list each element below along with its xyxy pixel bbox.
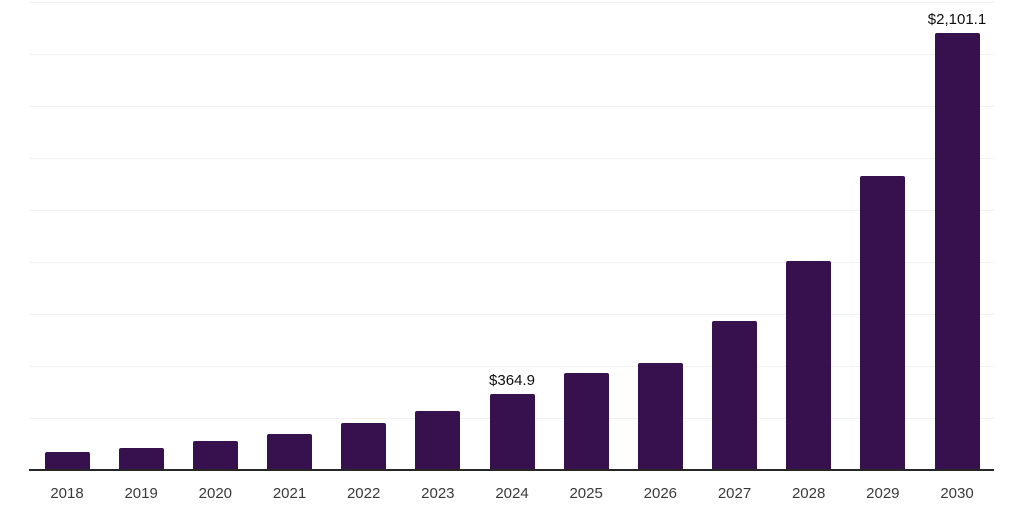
value-label-2024: $364.9	[489, 372, 535, 390]
x-axis-tick-label: 2027	[717, 485, 752, 502]
bar-2020	[192, 441, 238, 470]
plot-area: $364.9 $2,101.1	[29, 1, 994, 470]
x-axis-tick-label: 2022	[346, 485, 381, 502]
gridline	[29, 261, 994, 263]
gridline	[29, 209, 994, 211]
x-axis-tick-label: 2029	[866, 485, 900, 502]
gridline	[29, 105, 994, 107]
x-axis-line	[29, 469, 994, 471]
gridline	[29, 313, 994, 315]
bar-2023	[415, 410, 461, 470]
x-axis-tick-label: 2025	[569, 485, 603, 502]
bar-2021	[267, 434, 312, 470]
value-label-2030: $2,101.1	[927, 10, 987, 28]
x-axis-tick-label: 2019	[124, 485, 158, 502]
bar-2019	[118, 447, 164, 470]
bar-2024	[489, 394, 535, 470]
x-axis-tick-label: 2030	[940, 485, 974, 502]
x-axis-tick-label: 2028	[791, 485, 826, 502]
gridline	[29, 1, 994, 3]
x-axis-tick-label: 2023	[421, 485, 455, 502]
bar-2029	[860, 176, 906, 470]
bar-2022	[341, 423, 387, 470]
x-axis-tick-label: 2024	[495, 485, 529, 502]
x-axis-tick-label: 2020	[198, 485, 233, 502]
bar-2030	[934, 32, 980, 470]
bar-2027	[712, 320, 757, 470]
x-axis-tick-label: 2018	[50, 485, 84, 502]
gridline	[29, 157, 994, 159]
x-axis-tick-label: 2026	[643, 485, 678, 502]
bar-2018	[44, 452, 90, 470]
gridline	[29, 365, 994, 367]
x-axis-tick-label: 2021	[272, 485, 307, 502]
bar-2028	[786, 260, 832, 470]
bar-2026	[637, 363, 683, 470]
gridline	[29, 53, 994, 55]
bar-2025	[563, 373, 609, 470]
